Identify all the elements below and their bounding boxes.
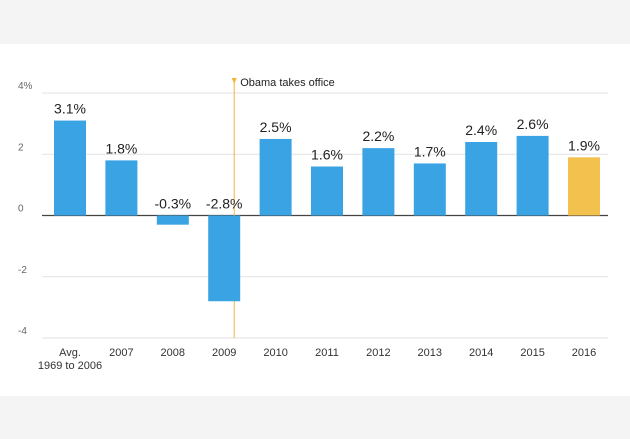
data-label: 1.9% bbox=[568, 137, 600, 153]
y-tick-label: 0 bbox=[18, 204, 24, 215]
chart-panel: 4% 2 0 -2 -4 Obama takes office 3.1% Avg. 1969 t… bbox=[0, 44, 630, 396]
x-tick-label: 2013 bbox=[418, 347, 442, 359]
data-label: 2.4% bbox=[465, 122, 497, 138]
data-label: 2.6% bbox=[517, 116, 549, 132]
bar bbox=[54, 120, 86, 216]
x-tick-label: 2016 bbox=[572, 347, 596, 359]
x-tick-label: 2014 bbox=[469, 347, 493, 359]
y-tick-label: -4 bbox=[18, 326, 27, 337]
data-label: 1.6% bbox=[311, 147, 343, 163]
y-tick-label: 2 bbox=[18, 142, 24, 153]
data-label: 2.2% bbox=[362, 128, 394, 144]
data-label: 3.1% bbox=[54, 101, 86, 117]
bar bbox=[156, 215, 189, 225]
bar bbox=[105, 160, 138, 216]
bar bbox=[259, 138, 292, 216]
bar bbox=[362, 148, 395, 216]
bar-chart: 4% 2 0 -2 -4 Obama takes office 3.1% Avg.1969 t… bbox=[18, 77, 608, 372]
bar bbox=[516, 135, 549, 216]
data-label: 1.8% bbox=[105, 140, 137, 156]
x-tick-label: 2012 bbox=[366, 347, 390, 359]
x-tick-label: 1969 to 2006 bbox=[38, 360, 102, 372]
bar bbox=[465, 142, 498, 216]
x-tick-label: 2015 bbox=[520, 347, 544, 359]
bar bbox=[311, 166, 343, 216]
data-label: 2.5% bbox=[260, 119, 292, 135]
x-tick-label: 2008 bbox=[161, 347, 185, 359]
bar bbox=[208, 215, 241, 302]
x-tick-label: 2007 bbox=[109, 347, 133, 359]
x-tick-label: 2009 bbox=[212, 347, 236, 359]
data-label: 1.7% bbox=[414, 143, 446, 159]
y-tick-label: -2 bbox=[18, 265, 27, 276]
annotation-marker bbox=[231, 78, 237, 84]
y-tick-label: 4% bbox=[18, 81, 33, 92]
data-label: -0.3% bbox=[155, 196, 192, 212]
x-tick-label: 2011 bbox=[315, 347, 339, 359]
bar bbox=[413, 163, 446, 216]
x-tick-label: 2010 bbox=[263, 347, 287, 359]
x-tick-label: Avg. bbox=[59, 347, 81, 359]
bar bbox=[568, 157, 600, 216]
annotation-label: Obama takes office bbox=[240, 77, 335, 89]
data-label: -2.8% bbox=[206, 196, 243, 212]
